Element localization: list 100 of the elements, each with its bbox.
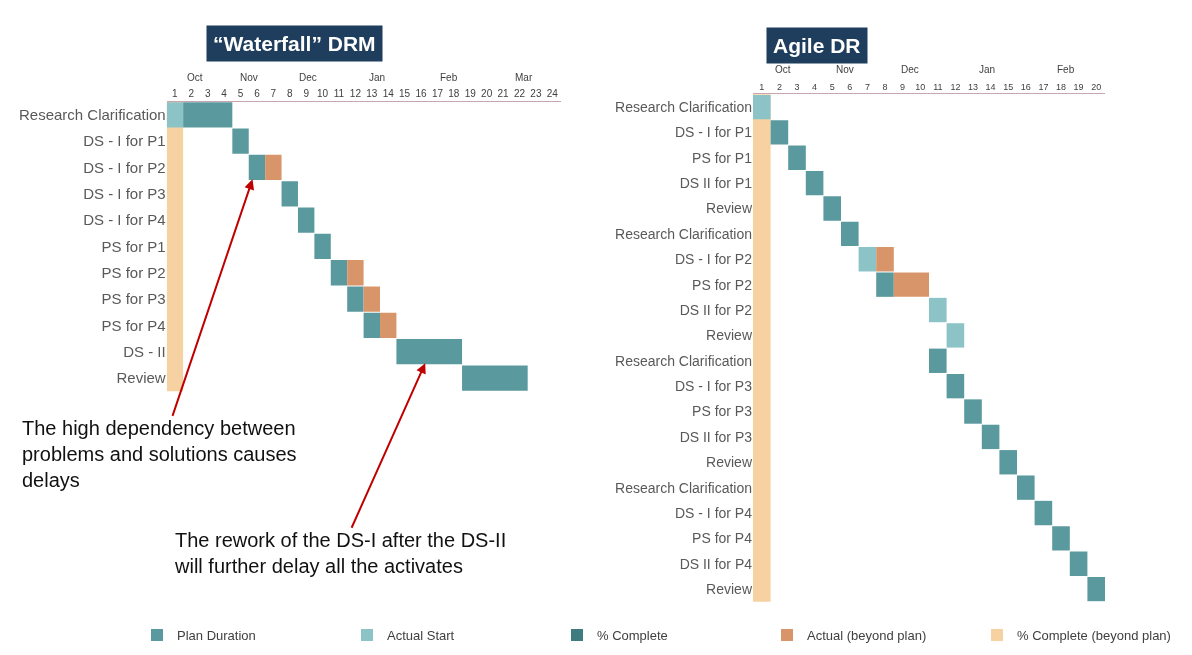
- y-tick-label: Research Clarification: [18, 106, 166, 124]
- text: The rework of the DS-I after the DS-II will further delay all the activates: [174, 529, 507, 577]
- x-tick-label: 20: [1091, 81, 1102, 92]
- x-tick-label: 18: [1055, 81, 1067, 92]
- x-tick-label: 4: [812, 81, 818, 92]
- y-tick-label: DS - I for P3: [674, 378, 753, 395]
- x-tick-label: 20: [481, 87, 493, 99]
- bar: [297, 207, 315, 233]
- x-tick-label: 7: [864, 81, 870, 92]
- bar: [330, 260, 348, 286]
- text: Nov: [240, 72, 258, 83]
- bar: [981, 424, 1000, 450]
- y-tick-label: DS - I for P3: [83, 185, 166, 203]
- bar: [999, 450, 1017, 475]
- bar: [788, 145, 806, 170]
- y-tick-label: DS - I for P2: [674, 251, 753, 268]
- y-tick-label: Research Clarification: [615, 479, 752, 496]
- bar: [248, 154, 266, 181]
- y-tick-label: PS for P3: [692, 403, 753, 420]
- bar: [823, 196, 841, 221]
- y-tick-label: Research Clarification: [615, 225, 752, 242]
- y-tick-label: Research Clarification: [615, 352, 752, 369]
- bar: [876, 272, 894, 297]
- x-tick-label: 8: [882, 81, 888, 92]
- x-tick-label: 8: [286, 87, 293, 99]
- y-tick-label: DS - I for P1: [674, 124, 753, 141]
- x-tick-label: 4: [221, 87, 228, 99]
- x-tick-label: 3: [204, 87, 211, 99]
- bar: [876, 247, 894, 272]
- x-tick-label: 2: [776, 81, 782, 92]
- text: Oct: [775, 64, 791, 75]
- bar: [858, 247, 877, 272]
- x-tick-label: 10: [317, 87, 329, 99]
- x-tick-label: 5: [829, 81, 835, 92]
- bar: [1034, 500, 1053, 526]
- x-tick-label: 13: [967, 81, 979, 92]
- bar: [1069, 551, 1088, 576]
- chart-title: Agile DR: [773, 34, 861, 57]
- y-tick-label: DS - I for P4: [83, 211, 166, 229]
- x-tick-label: 3: [794, 81, 800, 92]
- y-tick-label: PS for P4: [101, 316, 166, 334]
- x-tick-label: 9: [303, 87, 310, 99]
- bar: [166, 102, 184, 128]
- text: Nov: [836, 64, 854, 75]
- bar: [363, 286, 381, 312]
- x-tick-label: 12: [349, 87, 362, 99]
- bar: [347, 286, 364, 312]
- x-tick-label: 16: [1020, 81, 1031, 92]
- x-tick-label: 19: [464, 87, 477, 99]
- bar: [893, 272, 929, 297]
- bar: [314, 233, 331, 260]
- bar: [462, 365, 528, 391]
- x-tick-label: 17: [1038, 81, 1049, 92]
- legend-label: Plan Duration: [177, 628, 256, 644]
- legend-label: % Complete: [597, 628, 668, 644]
- bar: [929, 348, 947, 373]
- x-tick-label: 18: [448, 87, 460, 99]
- bar: [183, 102, 233, 128]
- text: Jan: [979, 64, 996, 75]
- y-tick-label: PS for P4: [692, 530, 753, 547]
- y-tick-label: PS for P1: [101, 237, 166, 255]
- text: Dec: [299, 72, 317, 83]
- y-tick-label: DS II for P1: [679, 175, 753, 192]
- y-tick-label: Review: [706, 200, 753, 217]
- x-tick-label: 10: [915, 81, 926, 92]
- x-tick-label: 24: [546, 87, 559, 99]
- bar: [770, 120, 789, 145]
- bar: [841, 221, 859, 247]
- bar: [946, 323, 965, 348]
- y-tick-label: Review: [116, 369, 166, 387]
- bar: [805, 171, 824, 196]
- y-tick-label: DS - I for P2: [83, 158, 166, 176]
- y-tick-label: DS - I for P1: [83, 132, 166, 150]
- y-tick-label: PS for P2: [692, 276, 753, 293]
- chart-title: “Waterfall” DRM: [213, 32, 376, 55]
- x-tick-label: 2: [188, 87, 195, 99]
- y-tick-label: Review: [706, 454, 753, 471]
- y-tick-label: DS II for P3: [679, 428, 753, 445]
- y-tick-label: Research Clarification: [615, 98, 752, 115]
- x-tick-label: 6: [847, 81, 853, 92]
- x-tick-label: 17: [431, 87, 444, 99]
- bar: [964, 399, 982, 424]
- x-tick-label: 6: [254, 87, 261, 99]
- x-tick-label: 15: [399, 87, 411, 99]
- legend-label: Actual Start: [387, 628, 455, 644]
- bar: [396, 339, 463, 365]
- bar: [1052, 526, 1070, 551]
- x-tick-label: 13: [366, 87, 378, 99]
- bar: [929, 297, 947, 323]
- x-tick-label: 1: [172, 87, 179, 99]
- text: Feb: [440, 72, 458, 83]
- text: Feb: [1057, 64, 1075, 75]
- text: Oct: [187, 72, 203, 83]
- bar: [1017, 475, 1035, 500]
- y-tick-label: PS for P3: [101, 290, 166, 308]
- x-tick-label: 11: [333, 87, 345, 99]
- y-tick-label: PS for P1: [692, 149, 753, 166]
- bar: [281, 181, 298, 207]
- x-tick-label: 11: [933, 81, 943, 92]
- y-tick-label: Review: [706, 327, 753, 344]
